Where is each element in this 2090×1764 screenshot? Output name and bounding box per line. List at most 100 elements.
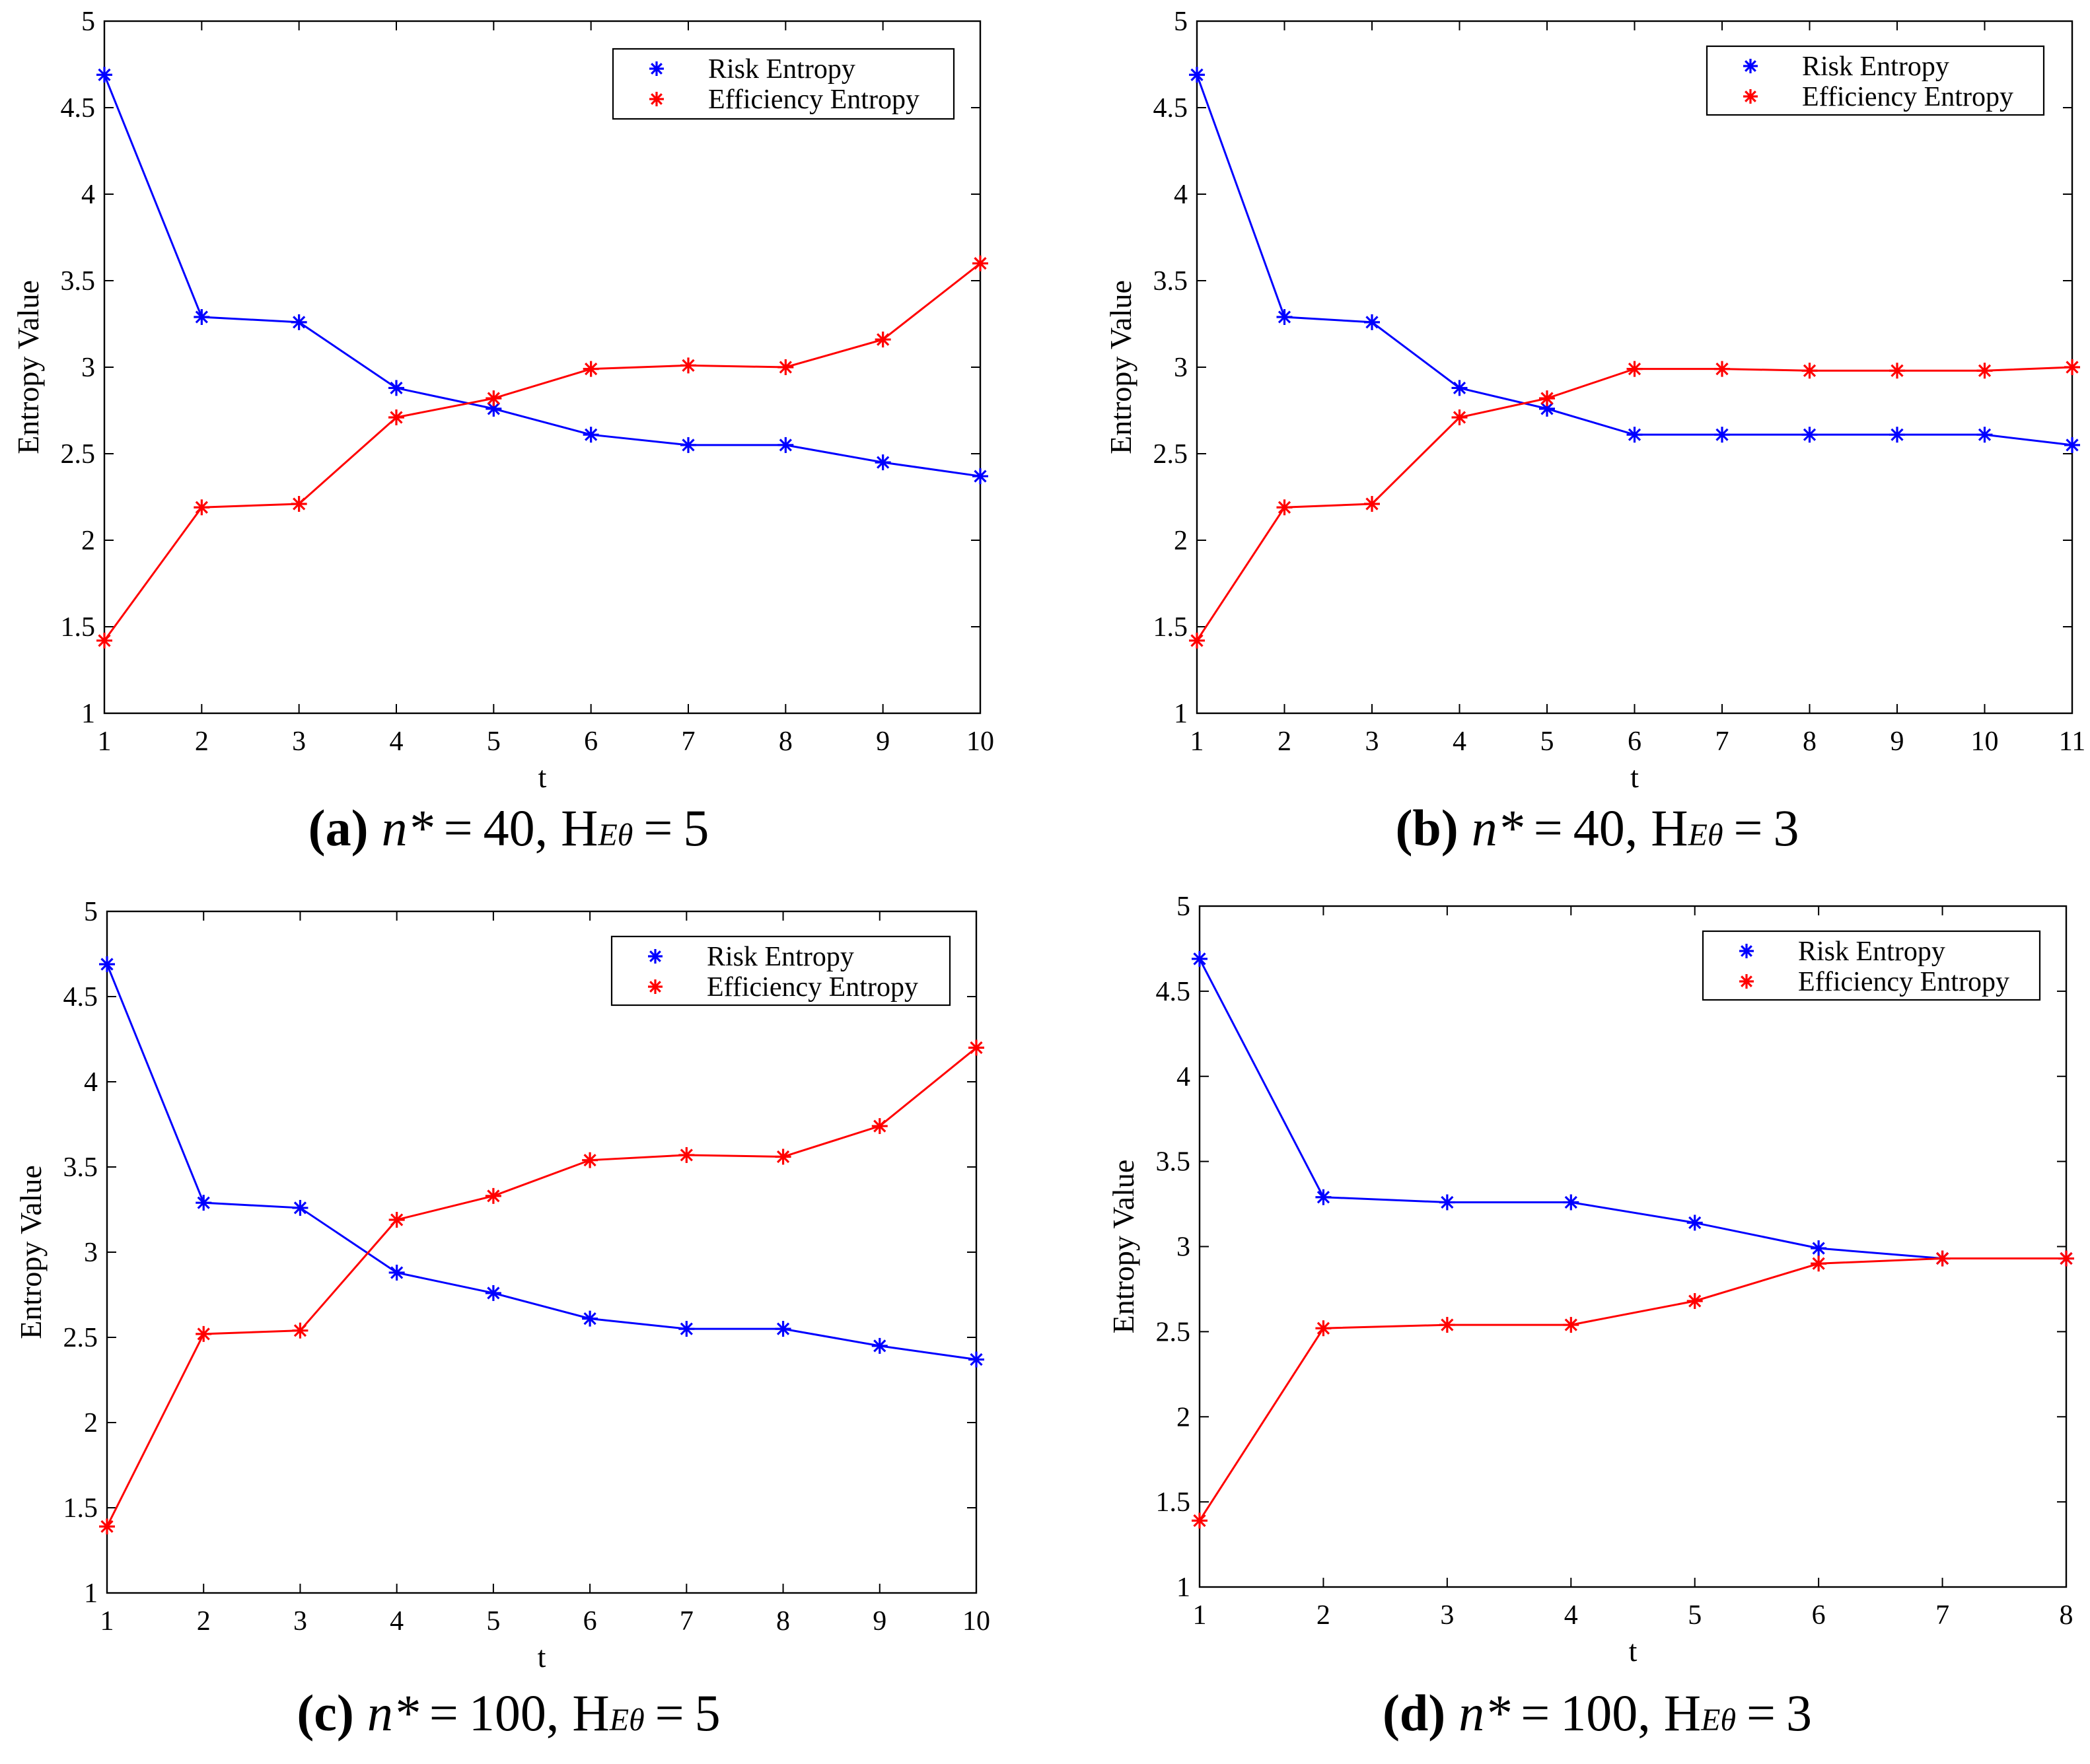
- data-point: [1189, 632, 1205, 649]
- data-point: [486, 400, 502, 417]
- series-efficiency-entropy: [1189, 359, 2080, 649]
- y-tick-label: 2: [1176, 1402, 1190, 1432]
- y-axis-label: Entropy Value: [1104, 280, 1137, 454]
- caption-equals: =: [1534, 799, 1563, 857]
- data-point: [96, 632, 112, 649]
- legend-entry: Risk Entropy: [1798, 936, 1945, 967]
- caption-n-symbol: n*: [382, 799, 433, 857]
- data-point: [968, 1040, 984, 1056]
- x-tick-label: 2: [197, 1606, 211, 1637]
- data-point: [1364, 495, 1380, 512]
- data-point: [1451, 380, 1468, 396]
- legend-marker: [648, 979, 663, 994]
- caption-label: (c): [297, 1684, 354, 1742]
- x-tick-label: 8: [2060, 1600, 2073, 1631]
- caption-label: (d): [1383, 1684, 1445, 1742]
- legend-marker: [649, 61, 664, 76]
- data-point: [775, 1148, 791, 1165]
- x-tick-label: 3: [1440, 1600, 1454, 1631]
- data-point: [871, 1118, 888, 1135]
- data-point: [99, 1518, 115, 1535]
- chart-panel-a: 1 2 3 4 5 6 7 8 9 10 1 1.5 2 2.5 3 3.5 4 4.5 5 t Entropy Val…: [11, 7, 994, 857]
- legend-box: [1706, 45, 2045, 116]
- x-tick-label: 9: [1891, 726, 1904, 757]
- data-point: [1563, 1194, 1579, 1211]
- y-tick-label: 5: [1174, 7, 1188, 37]
- data-point: [196, 1195, 212, 1211]
- x-axis-label: t: [1630, 760, 1639, 794]
- data-point: [1451, 409, 1468, 425]
- data-point: [777, 437, 794, 453]
- y-tick-label: 1: [84, 1578, 98, 1609]
- x-tick-label: 10: [962, 1606, 990, 1637]
- data-point: [1626, 427, 1643, 443]
- caption-h-symbol: H: [1664, 1684, 1701, 1742]
- data-point: [2064, 437, 2080, 453]
- y-tick-label: 1: [1174, 699, 1188, 729]
- y-tick-label: 4: [1176, 1062, 1190, 1092]
- series-risk-entropy: [99, 956, 984, 1368]
- series-efficiency-entropy: [1192, 1250, 2074, 1529]
- data-point: [582, 1310, 598, 1327]
- x-tick-label: 7: [682, 726, 696, 757]
- x-tick-label: 9: [873, 1606, 886, 1637]
- y-tick-label: 3.5: [1153, 266, 1188, 297]
- x-tick-label: 2: [1278, 726, 1291, 757]
- caption-h-value: 5: [683, 799, 709, 857]
- data-point: [1686, 1292, 1703, 1309]
- caption-equals: =: [643, 799, 672, 857]
- data-point: [96, 67, 112, 83]
- data-point: [1276, 309, 1293, 326]
- data-point: [1439, 1194, 1455, 1211]
- x-tick-label: 7: [1935, 1600, 1949, 1631]
- x-tick-label: 10: [1971, 726, 1999, 757]
- x-tick-label: 1: [1190, 726, 1204, 757]
- x-tick-label: 6: [584, 726, 598, 757]
- y-tick-label: 2: [81, 526, 95, 556]
- legend-marker: [649, 92, 664, 106]
- data-point: [1192, 1512, 1207, 1529]
- data-point: [291, 495, 307, 512]
- data-point: [1811, 1255, 1827, 1272]
- x-tick-label: 5: [1688, 1600, 1702, 1631]
- x-tick-label: 2: [1316, 1600, 1330, 1631]
- caption-equals: =: [444, 799, 473, 857]
- caption-n-value: 100,: [469, 1684, 559, 1742]
- legend-marker: [1743, 59, 1758, 73]
- x-tick-label: 1: [98, 726, 112, 757]
- data-point: [485, 1285, 501, 1301]
- legend-marker: [1739, 944, 1754, 958]
- data-point: [388, 1211, 405, 1228]
- data-point: [194, 499, 210, 516]
- y-tick-label: 2.5: [1153, 439, 1188, 470]
- legend-box: [1702, 930, 2041, 1001]
- caption-h-value: 3: [1786, 1684, 1812, 1742]
- y-tick-label: 4.5: [63, 982, 98, 1012]
- data-point: [1315, 1189, 1332, 1205]
- caption-n-symbol: n*: [367, 1684, 419, 1742]
- y-tick-label: 2.5: [61, 439, 96, 470]
- legend-entry: Risk Entropy: [1802, 52, 1949, 82]
- data-point: [1801, 427, 1818, 443]
- x-tick-label: 7: [1715, 726, 1729, 757]
- x-tick-label: 5: [486, 1606, 500, 1637]
- data-point: [1626, 361, 1643, 377]
- data-point: [99, 956, 115, 972]
- caption-n-value: 40,: [1573, 799, 1638, 857]
- caption-h-subscript: Eθ: [597, 818, 633, 853]
- x-tick-label: 5: [1540, 726, 1554, 757]
- y-tick-label: 4: [81, 180, 95, 210]
- y-tick-label: 1.5: [1156, 1487, 1191, 1518]
- y-tick-label: 1.5: [61, 612, 96, 643]
- data-point: [485, 1187, 501, 1204]
- x-tick-label: 4: [390, 1606, 404, 1637]
- data-point: [1192, 950, 1207, 967]
- x-axis-label: t: [538, 1640, 546, 1674]
- x-tick-label: 3: [1365, 726, 1379, 757]
- x-tick-label: 6: [1812, 1600, 1826, 1631]
- x-axis-label: t: [1629, 1634, 1638, 1668]
- data-point: [196, 1325, 212, 1342]
- y-tick-label: 2.5: [63, 1323, 98, 1353]
